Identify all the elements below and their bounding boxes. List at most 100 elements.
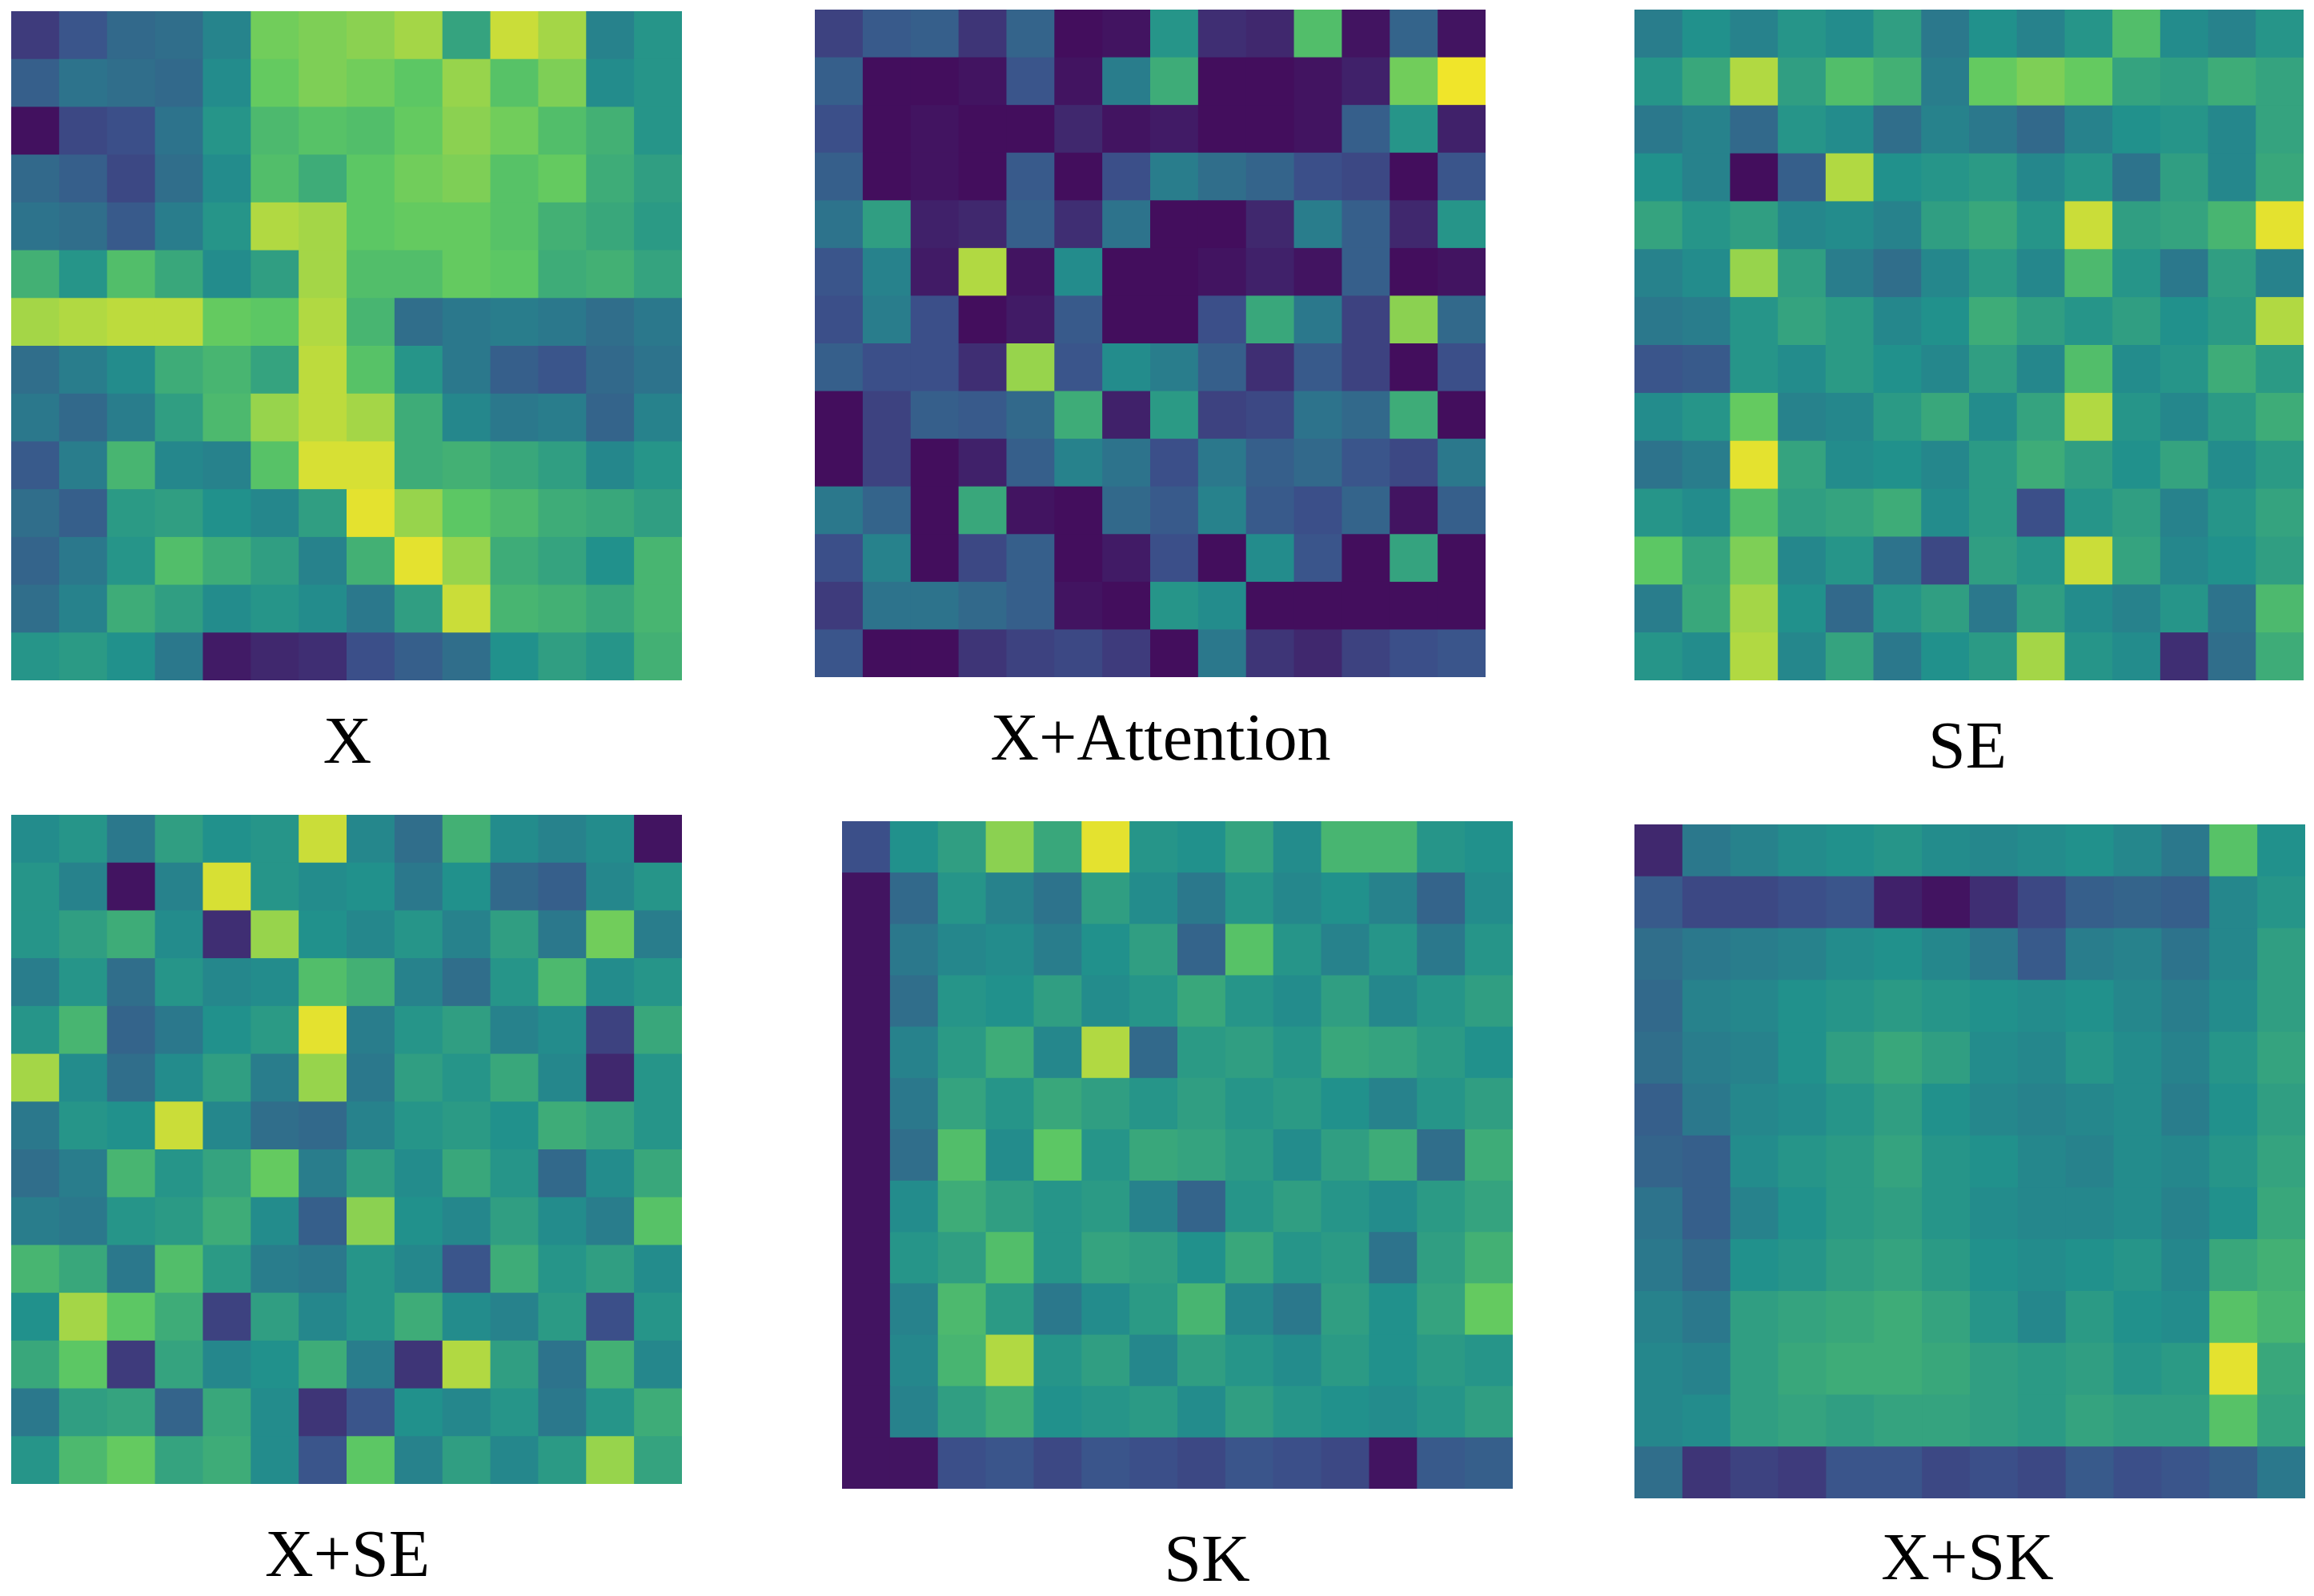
heatmap-cell	[910, 391, 960, 439]
heatmap-cell	[2064, 632, 2113, 680]
heatmap-cell	[1874, 1135, 1923, 1188]
heatmap-cell	[154, 11, 204, 60]
heatmap-cell	[1102, 439, 1151, 487]
heatmap-cell	[490, 1149, 539, 1198]
heatmap-cell	[538, 958, 587, 1007]
heatmap-cell	[1922, 1083, 1971, 1137]
heatmap-cell	[154, 1388, 204, 1437]
heatmap-cell	[958, 629, 1008, 677]
heatmap-cell	[1634, 345, 1683, 394]
heatmap-cell	[442, 1436, 491, 1484]
heatmap-cell	[1150, 391, 1199, 439]
heatmap-cell	[889, 872, 939, 924]
heatmap-cell	[1465, 924, 1513, 976]
heatmap-cell	[1874, 1032, 1923, 1085]
heatmap-cell	[1341, 295, 1390, 344]
heatmap-cell	[1293, 439, 1343, 487]
heatmap-cell	[1438, 439, 1486, 487]
heatmap-cell	[394, 584, 443, 633]
heatmap-cell	[862, 629, 912, 677]
heatmap-cell	[634, 1245, 682, 1293]
heatmap-cell	[58, 1053, 108, 1102]
heatmap-cell	[1417, 1026, 1466, 1079]
heatmap-cell	[1390, 343, 1438, 392]
heatmap-cell	[106, 1197, 156, 1246]
heatmap-cell	[106, 958, 156, 1007]
heatmap-cell	[985, 1026, 1035, 1079]
heatmap-cell	[985, 924, 1035, 976]
heatmap-cell	[106, 1245, 156, 1293]
heatmap-cell	[1102, 486, 1151, 535]
heatmap-cell	[862, 200, 912, 249]
heatmap-cell	[2113, 1135, 2163, 1188]
heatmap-cell	[299, 1005, 347, 1055]
heatmap-cell	[1054, 152, 1103, 201]
heatmap-cell	[2161, 1032, 2210, 1085]
heatmap-cell	[634, 910, 682, 959]
heatmap-cell	[2065, 1135, 2115, 1188]
heatmap-cell	[251, 910, 299, 959]
heatmap-cell	[490, 154, 539, 203]
heatmap-cell	[862, 57, 912, 106]
heatmap-cell	[1197, 439, 1247, 487]
heatmap-cell	[490, 393, 539, 443]
heatmap-cell	[958, 391, 1008, 439]
heatmap-cell	[937, 1026, 987, 1079]
heatmap-cell	[1826, 1394, 1875, 1447]
heatmap-cell	[634, 58, 682, 108]
heatmap-cell	[1922, 1446, 1971, 1498]
heatmap-cell	[442, 536, 491, 586]
heatmap-cell	[889, 975, 939, 1028]
heatmap-cell	[154, 536, 204, 586]
heatmap-cell	[203, 1245, 251, 1293]
heatmap-cell	[586, 1005, 635, 1055]
heatmap-cell	[394, 632, 443, 680]
heatmap-cell	[815, 581, 864, 631]
heatmap-cell	[394, 298, 443, 347]
heatmap-cell	[985, 1283, 1035, 1336]
heatmap-cell	[1682, 392, 1731, 442]
heatmap-cell	[958, 200, 1008, 249]
heatmap-cell	[2112, 536, 2161, 585]
heatmap-cell	[910, 152, 960, 201]
heatmap-cell	[154, 1101, 204, 1150]
heatmap-cell	[586, 106, 635, 155]
heatmap-cell	[1874, 1446, 1923, 1498]
heatmap-cell	[251, 1245, 299, 1293]
heatmap-cell	[538, 250, 587, 299]
heatmap-cell	[347, 1101, 395, 1150]
heatmap-cell	[2160, 57, 2209, 106]
heatmap-cell	[1177, 1077, 1226, 1130]
heatmap-cell	[106, 489, 156, 538]
heatmap-cell	[1417, 1129, 1466, 1181]
heatmap-cell	[634, 1436, 682, 1484]
heatmap-cell	[1682, 1187, 1731, 1240]
heatmap-cell	[1054, 295, 1103, 344]
heatmap-cell	[1922, 1187, 1971, 1240]
heatmap-cell	[1438, 295, 1486, 344]
heatmap-cell	[299, 154, 347, 203]
heatmap-cell	[1369, 1181, 1418, 1233]
heatmap-cell	[815, 439, 864, 487]
heatmap-cell	[106, 536, 156, 586]
heatmap-cell	[1417, 924, 1466, 976]
heatmap-cell	[1033, 975, 1082, 1028]
heatmap-cell	[815, 534, 864, 583]
heatmap-cell	[1293, 247, 1343, 297]
heatmap-cell	[203, 910, 251, 959]
heatmap-cell	[154, 393, 204, 443]
heatmap-cell	[2208, 392, 2256, 442]
heatmap-cell	[2160, 536, 2209, 585]
heatmap-cell	[11, 346, 60, 395]
heatmap-cell	[634, 1340, 682, 1389]
heatmap-cell	[586, 1197, 635, 1246]
heatmap-cell	[203, 106, 251, 155]
heatmap-cell	[299, 250, 347, 299]
heatmap-cell	[1634, 392, 1683, 442]
heatmap-cell	[347, 632, 395, 680]
heatmap-cell	[251, 202, 299, 251]
heatmap-cell	[490, 1245, 539, 1293]
heatmap-cell	[1634, 876, 1683, 929]
heatmap-cell	[538, 1005, 587, 1055]
heatmap-cell	[490, 298, 539, 347]
